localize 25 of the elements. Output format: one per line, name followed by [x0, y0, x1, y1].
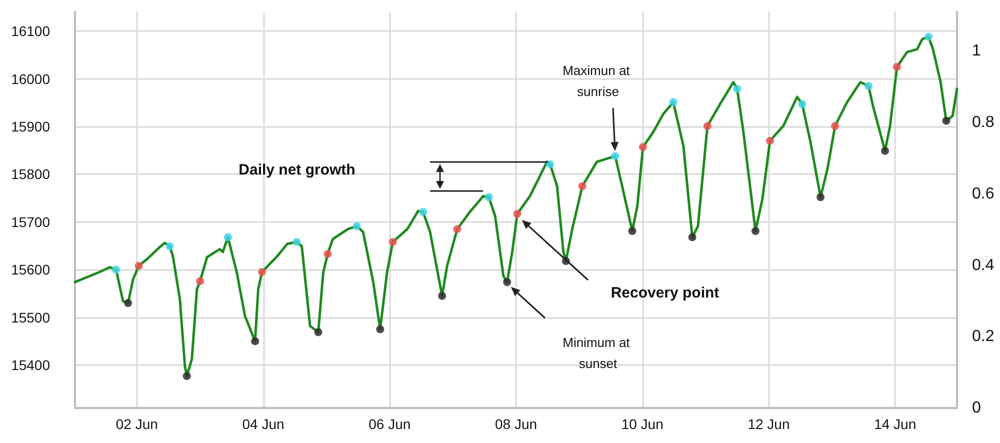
x-tick-label: 08 Jun [494, 416, 538, 432]
x-tick-label: 14 Jun [874, 416, 916, 432]
x-tick-label: 12 Jun [748, 416, 790, 432]
y2-tick-label: 0.8 [972, 114, 994, 132]
y-tick-label: 15800 [11, 166, 50, 182]
y-tick-label: 16000 [11, 70, 50, 87]
y-tick-label: 15600 [11, 262, 50, 278]
y-tick-label: 15900 [11, 118, 50, 135]
annotation: Daily net growth [238, 162, 356, 178]
x-tick-label: 06 Jun [368, 416, 411, 432]
x-tick-label: 02 Jun [116, 416, 158, 432]
y2-tick-label: 0.6 [972, 185, 994, 202]
y-tick-label: 15500 [11, 309, 50, 326]
x-tick-label: 04 Jun [242, 416, 284, 432]
y2-tick-label: 0.4 [972, 256, 994, 274]
y-tick-label: 15700 [11, 214, 50, 230]
y2-tick-label: 0.2 [972, 328, 994, 346]
x-tick-label: 10 Jun [621, 416, 664, 432]
annotation: Recovery point [610, 284, 720, 302]
y2-tick-label: 1 [972, 42, 981, 60]
y-tick-label: 15400 [11, 357, 50, 374]
y-tick-label: 16100 [11, 23, 50, 40]
y2-tick-label: 0 [972, 400, 981, 416]
annotation: Maximun at sunrise [562, 63, 634, 99]
annotation: Minimum at sunset [562, 335, 634, 371]
